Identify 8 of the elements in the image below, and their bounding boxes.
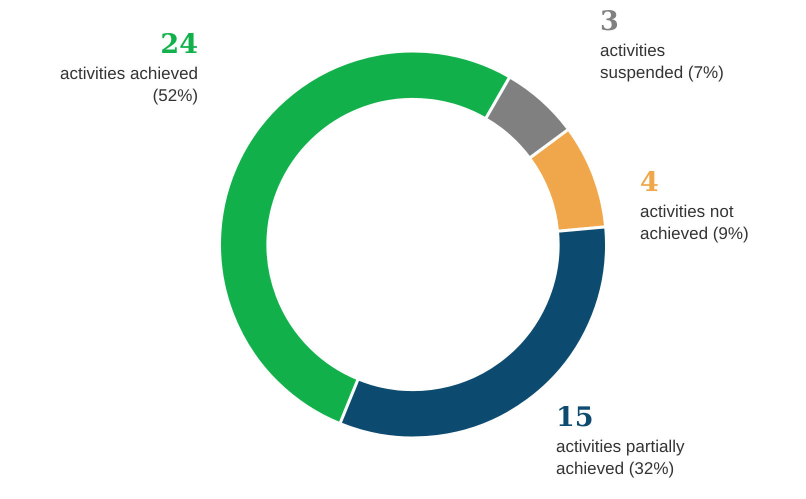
slice-label: activities achieved (52%) [60,64,198,105]
data-label: 15 [556,402,594,433]
slice-label: activities partially achieved (32%) [556,437,685,478]
data-label: 24 [160,29,198,60]
slice-label: activities not achieved (9%) [640,202,749,243]
data-label: 4 [640,167,659,198]
slice-label: activities suspended (7%) [600,41,724,82]
data-label: 3 [600,6,619,37]
